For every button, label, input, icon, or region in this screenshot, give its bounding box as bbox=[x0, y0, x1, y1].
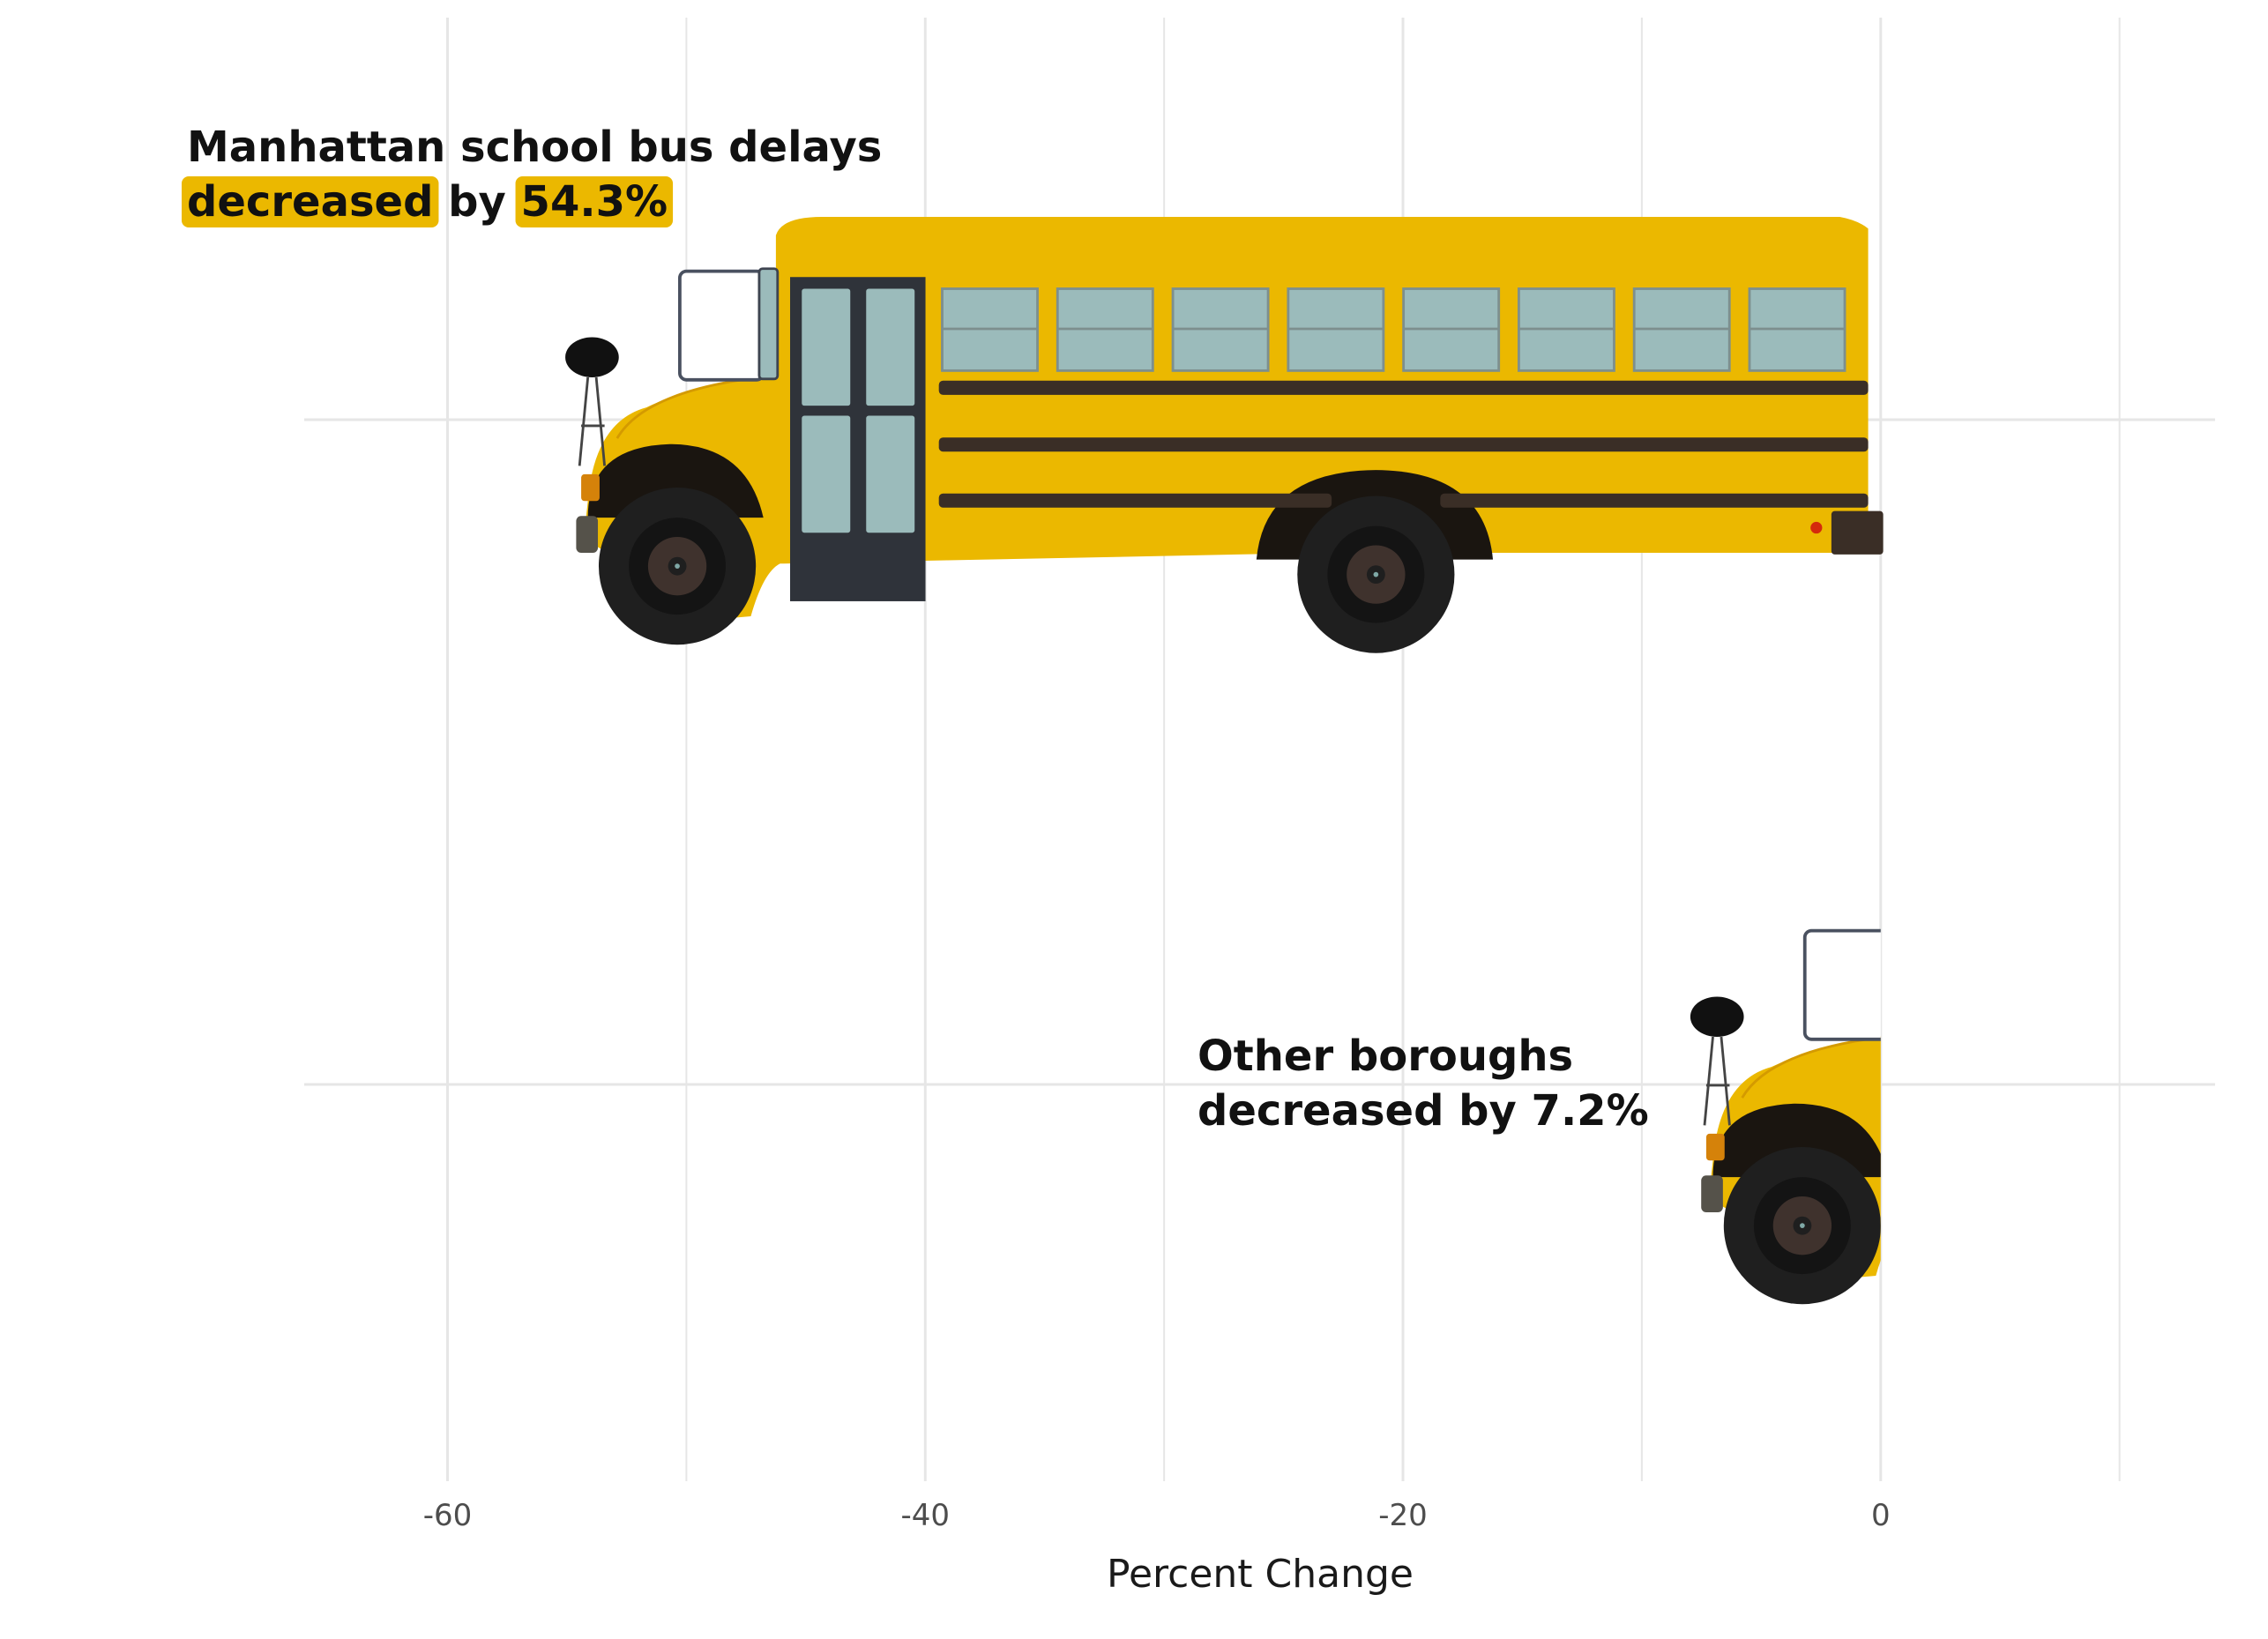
bus-stripe bbox=[938, 493, 1332, 508]
x-axis: -60 -40 -20 0 bbox=[423, 1498, 1891, 1533]
bar-other-boroughs bbox=[1690, 928, 1903, 1305]
annotation-manhattan-line1: Manhattan school bus delays bbox=[187, 123, 882, 172]
bus-mirror-arm bbox=[1703, 1036, 1731, 1126]
x-axis-title: Percent Change bbox=[1107, 1552, 1414, 1597]
bus-rear-light bbox=[1810, 521, 1823, 534]
highlighted-word: decreased bbox=[187, 177, 433, 227]
annotation-manhattan-text: decreased by 54.3% bbox=[187, 177, 668, 227]
bus-bumper bbox=[1701, 1175, 1723, 1212]
annotation-manhattan-line2: decreased by 54.3% bbox=[182, 176, 674, 227]
bus-stripe bbox=[938, 380, 1869, 395]
bus-hub-dot bbox=[1800, 1223, 1805, 1228]
bus-windshield bbox=[678, 269, 765, 382]
bus-mirror bbox=[1690, 996, 1744, 1037]
x-tick-label: 0 bbox=[1871, 1498, 1891, 1533]
highlight-box bbox=[515, 176, 674, 227]
bus-windshield bbox=[1802, 928, 1881, 1041]
bus-bumper bbox=[576, 516, 599, 553]
school-bus-small bbox=[1690, 928, 1903, 1305]
plain-word: by bbox=[433, 177, 520, 227]
bus-pillar-window bbox=[757, 267, 780, 381]
x-tick-label: -60 bbox=[423, 1498, 473, 1533]
bus-wheel-arch bbox=[587, 443, 764, 518]
bus-mirror-arm bbox=[578, 376, 607, 466]
bus-pillar-window bbox=[1884, 928, 1903, 1039]
highlight-box bbox=[182, 176, 439, 227]
annotation-other-line1: Other boroughs bbox=[1197, 1032, 1573, 1081]
bus-indicator-light bbox=[581, 473, 600, 502]
bus-hub-dot bbox=[675, 563, 680, 569]
bus-door-window bbox=[866, 288, 915, 406]
bars-layer bbox=[565, 217, 1903, 1305]
bar-manhattan bbox=[565, 217, 1884, 653]
bus-door-window bbox=[802, 288, 851, 406]
school-bus-small-clip bbox=[1690, 928, 1903, 1305]
x-tick-label: -40 bbox=[901, 1498, 951, 1533]
highlighted-word: 54.3% bbox=[521, 177, 668, 227]
x-tick-label: -20 bbox=[1378, 1498, 1428, 1533]
annotations-layer: Manhattan school bus delays decreased by … bbox=[182, 123, 1649, 1136]
school-bus-large bbox=[565, 217, 1884, 653]
bus-stripe bbox=[938, 437, 1869, 452]
bus-hub-dot bbox=[1373, 571, 1379, 577]
annotation-other-line2: decreased by 7.2% bbox=[1197, 1086, 1649, 1136]
bus-mirror bbox=[565, 337, 619, 377]
bus-indicator-light bbox=[1705, 1133, 1725, 1161]
bus-rear-bumper bbox=[1831, 510, 1884, 555]
bus-stripe bbox=[1440, 493, 1869, 508]
bus-door-window bbox=[802, 415, 851, 533]
bus-door-window bbox=[866, 415, 915, 533]
